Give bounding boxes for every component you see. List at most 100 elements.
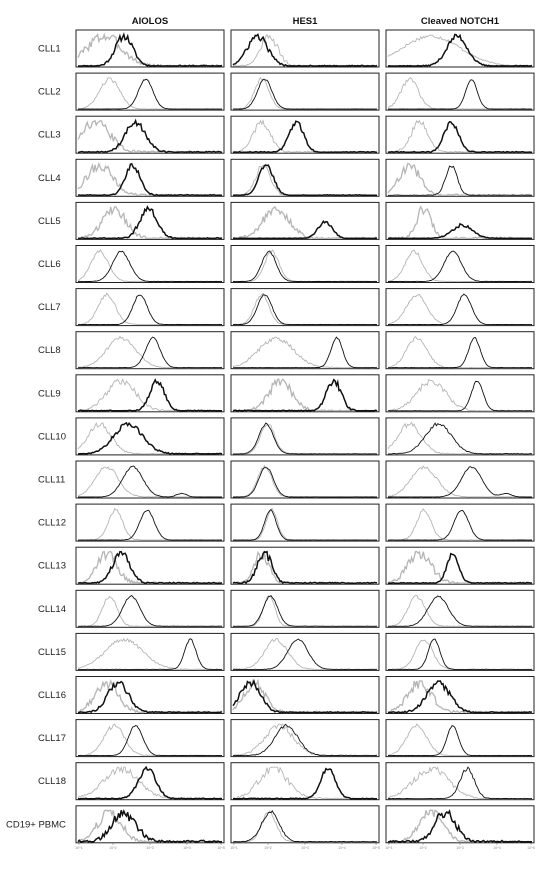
panel-cll18-cleaved-notch1 [385,762,535,801]
panel-cll3-cleaved-notch1 [385,115,535,154]
stain-histogram-line [388,165,532,196]
panel-frame [385,460,535,499]
panel-cll8-hes1 [230,331,380,370]
x-axis-tick-label: 10^1 [75,846,83,850]
panel-frame [230,719,380,758]
panel-frame [230,331,380,370]
stain-histogram-line [387,293,532,326]
panel-cll4-hes1 [230,158,380,197]
stain-histogram-line [233,120,377,153]
row-labels: CLL1 CLL2 CLL3 CLL4 CLL5 CLL6 CLL7 CLL8 CLL9 CLL1… [6,44,66,831]
x-axis-tick-label: 10^3 [146,846,154,850]
row-label-cll6: CLL6 [38,259,61,270]
x-axis-tick-label: 10^3 [301,846,309,850]
panel-cd19-pbmc-cleaved-notch1: 10^1 10^2 10^3 10^4 10^5 [385,805,535,850]
panel-cll15-hes1 [230,632,380,671]
panel-cll15-cleaved-notch1 [385,632,535,671]
row-label-cll17: CLL17 [38,733,66,744]
stain-histogram-line [233,509,378,541]
stain-histogram-line [388,638,533,670]
panel-frame [75,29,225,68]
panel-cll11-cleaved-notch1 [385,460,535,499]
panel-cll2-aiolos [75,72,225,111]
panel-frame [385,632,535,671]
panel-frame [385,546,535,585]
stain-histogram-line [233,164,377,197]
panel-frame [230,589,380,628]
panel-frame [75,417,225,456]
panel-cll13-hes1 [230,546,380,585]
histogram-panels: 10^1 10^2 10^3 10^4 10^5 10^1 10^2 10^3 10^4 10^5… [75,29,535,850]
panel-frame [75,201,225,240]
stain-histogram-line [388,725,532,757]
panel-frame [230,632,380,671]
panel-frame [385,288,535,327]
stain-histogram-line [232,467,378,498]
stain-histogram-line [77,465,222,498]
panel-cll12-hes1 [230,503,380,542]
panel-frame [385,158,535,197]
panel-frame [75,115,225,154]
stain-histogram-line [78,205,222,240]
x-axis-tick-label: 10^1 [385,846,393,850]
panel-cll4-aiolos [75,158,225,197]
panel-cll10-cleaved-notch1 [385,417,535,456]
panel-frame [230,201,380,240]
panel-cll6-cleaved-notch1 [385,245,535,283]
panel-cll6-aiolos [75,245,225,283]
stain-histogram-line [233,250,377,282]
panel-frame [75,245,225,283]
row-label-cll13: CLL13 [38,561,66,572]
panel-cll15-aiolos [75,632,225,671]
row-label-cll3: CLL3 [38,130,61,141]
x-axis-tick-label: 10^5 [527,846,535,850]
stain-histogram-line [388,466,532,498]
panel-cll13-aiolos [75,546,225,585]
panel-cll18-aiolos [75,762,225,801]
panel-frame [75,460,225,499]
panel-cll1-hes1 [230,29,380,68]
stain-histogram-line [387,222,532,240]
x-axis-tick-label: 10^2 [419,846,427,850]
stain-histogram-line [233,723,378,757]
stain-histogram-line [232,767,377,800]
x-axis-tick-label: 10^2 [109,846,117,850]
stain-histogram-line [78,765,223,800]
panel-cll14-hes1 [230,589,380,628]
stain-histogram-line [77,162,222,197]
stain-histogram-line [78,421,223,455]
panel-frame [385,331,535,370]
stain-histogram-line [387,120,532,154]
panel-cll11-aiolos [75,460,225,499]
stain-histogram-line [233,809,378,843]
stain-histogram-line [233,422,377,455]
panel-cd19-pbmc-aiolos: 10^1 10^2 10^3 10^4 10^5 [75,805,225,850]
panel-cll11-hes1 [230,460,380,499]
stain-histogram-line [78,32,223,67]
x-axis-tick-label: 10^4 [183,846,191,850]
panel-cll14-cleaved-notch1 [385,589,535,628]
panel-cll1-cleaved-notch1 [385,29,535,68]
row-label-cll8: CLL8 [38,345,61,356]
x-axis-tick-label: 10^5 [217,846,225,850]
x-axis-tick-label: 10^3 [456,846,464,850]
panel-cll8-aiolos [75,331,225,370]
row-label-cll18: CLL18 [38,776,66,787]
panel-cll4-cleaved-notch1 [385,158,535,197]
stain-histogram-line [78,118,223,154]
panel-cll17-cleaved-notch1 [385,719,535,758]
x-axis-tick-label: 10^1 [230,846,238,850]
panel-cll17-hes1 [230,719,380,758]
stain-histogram-line [387,33,533,67]
panel-frame [230,503,380,542]
panel-frame [230,460,380,499]
stain-histogram-line [77,378,222,412]
row-label-cll14: CLL14 [38,604,66,615]
stain-histogram-line [78,680,223,714]
panel-frame [75,288,225,327]
panel-frame [230,245,380,283]
stain-histogram-line [77,638,223,670]
panel-frame [230,288,380,327]
panel-frame [230,72,380,111]
